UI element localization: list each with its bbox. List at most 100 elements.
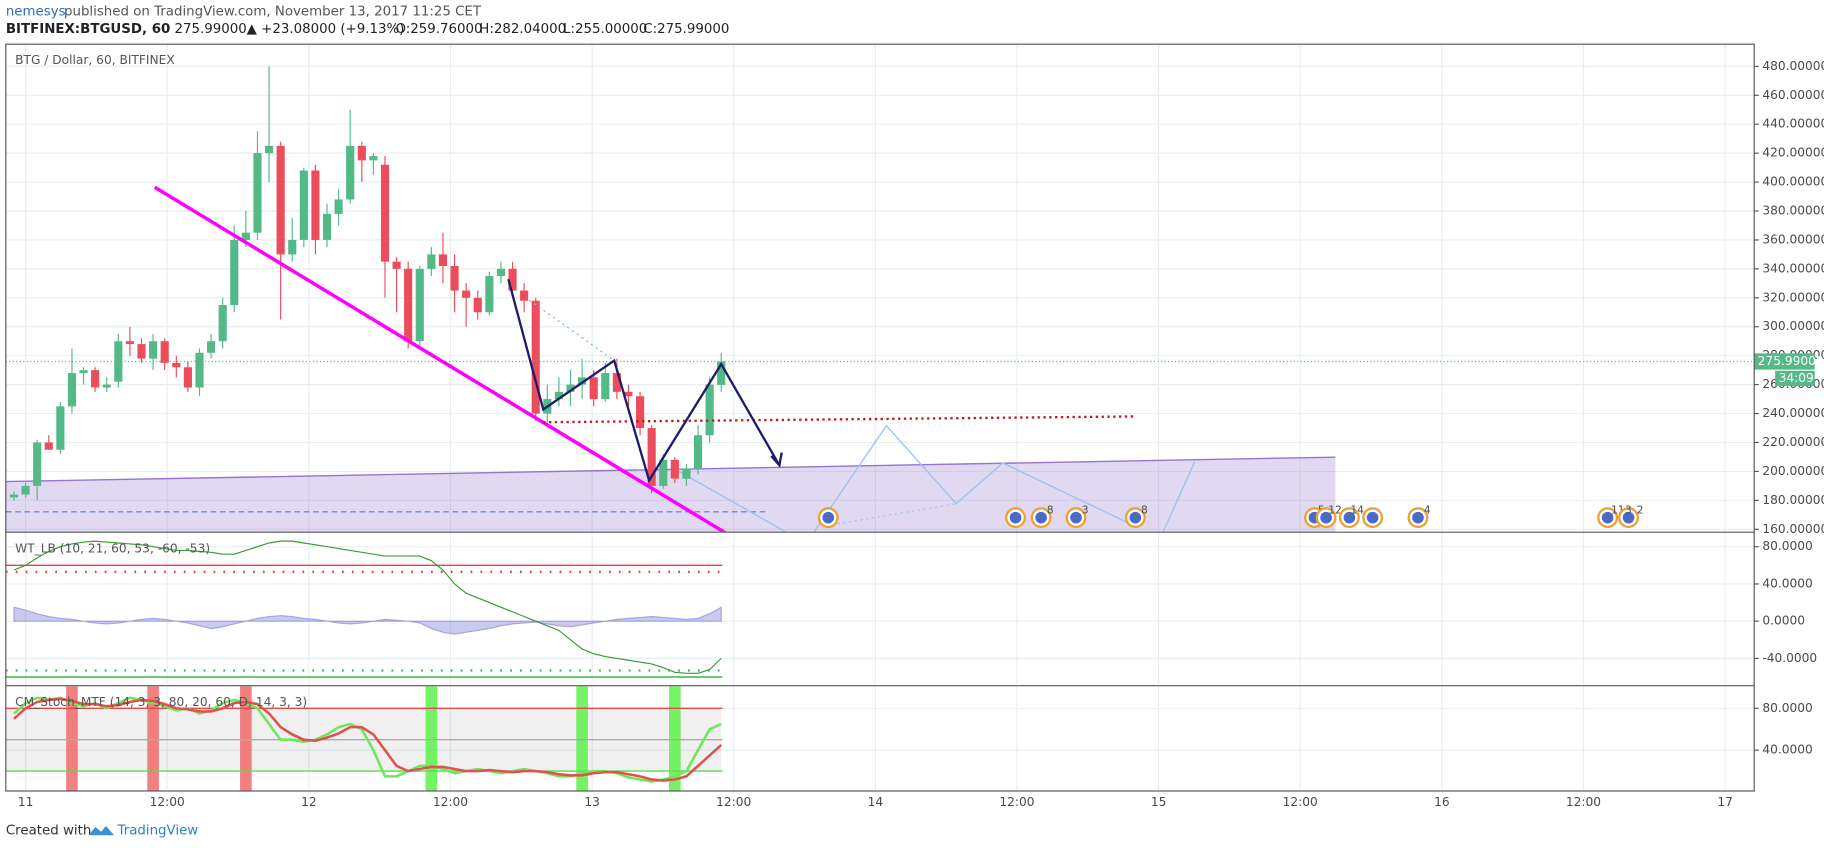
candle-body	[473, 297, 482, 313]
candle-body	[566, 384, 575, 392]
x-tick-label: 16	[1434, 795, 1450, 809]
event-count: 8	[1141, 505, 1148, 517]
candle-body	[183, 367, 192, 388]
event-badge[interactable]	[1618, 507, 1640, 529]
y-tick-label: 240.00000	[1762, 406, 1824, 420]
y-tick-label: 80.0000	[1762, 701, 1812, 715]
author[interactable]: nemesys	[6, 5, 66, 20]
y-tick-label: 0.0000	[1762, 614, 1805, 628]
candle-body	[299, 170, 308, 240]
candle-body	[357, 145, 366, 161]
candle-body	[496, 268, 506, 277]
footer-created: Created with	[6, 824, 91, 839]
price-tag-label: 275.99000	[1758, 354, 1824, 368]
y-tick-label: 220.00000	[1762, 435, 1824, 449]
channel-line	[5, 456, 1336, 483]
candle-body	[601, 373, 610, 400]
x-tick-label: 13	[584, 795, 600, 809]
y-tick-label: 320.00000	[1762, 290, 1824, 304]
candle-body	[438, 254, 448, 266]
signal-bar	[669, 686, 681, 792]
candle-body	[334, 199, 343, 214]
candle-body	[125, 341, 134, 345]
candle-body	[322, 213, 332, 240]
candle-body	[241, 232, 250, 240]
trend-line	[153, 185, 727, 532]
indicator-line	[13, 697, 723, 782]
candle-body	[589, 377, 598, 400]
candle-body	[218, 305, 227, 342]
y-tick-label: -40.0000	[1762, 651, 1817, 665]
signal-bar	[66, 686, 78, 792]
y-tick-label: 300.00000	[1762, 319, 1824, 333]
candle-body	[531, 300, 540, 414]
event-count: 14	[1351, 505, 1365, 517]
candle-body	[149, 341, 158, 359]
candle-body	[56, 406, 65, 450]
event-badge[interactable]	[817, 507, 839, 529]
event-badge[interactable]	[1362, 507, 1384, 529]
candle-body	[91, 370, 100, 388]
event-badge[interactable]	[1030, 507, 1052, 529]
last: 275.99000	[175, 22, 247, 37]
countdown: 34:09	[1779, 371, 1814, 385]
x-tick-label: 15	[1151, 795, 1167, 809]
candle-body	[9, 494, 19, 498]
candle-body	[485, 276, 494, 313]
candle-body	[624, 391, 633, 397]
event-badge[interactable]	[1338, 507, 1360, 529]
pane-title: CM_Stoch_MTF (14, 3, 3, 80, 20, 60, D, 1…	[15, 695, 307, 709]
candle-body	[253, 153, 262, 233]
footer-brand[interactable]: TradingView	[117, 824, 199, 839]
event-count: 3	[1082, 505, 1089, 517]
event-badge[interactable]	[1005, 507, 1026, 529]
projection	[1162, 461, 1196, 532]
candle-body	[404, 268, 413, 342]
y-tick-label: 80.0000	[1762, 539, 1812, 553]
candle-body	[520, 290, 529, 301]
frame	[5, 43, 1755, 792]
projection	[825, 503, 957, 527]
pane	[5, 686, 723, 792]
event-count: 4	[1424, 505, 1431, 517]
candle-body	[311, 170, 320, 240]
pane	[5, 540, 723, 678]
event-count: 2	[1637, 505, 1644, 517]
indicator-line	[13, 540, 722, 674]
y-tick-label: 380.00000	[1762, 204, 1824, 218]
event-badge[interactable]	[1315, 507, 1337, 529]
candle-body	[693, 435, 703, 469]
candle-body	[44, 442, 53, 450]
candle-body	[392, 261, 401, 269]
x-tick-label: 12:00	[150, 795, 185, 809]
y-tick-label: 400.00000	[1762, 175, 1824, 189]
x-tick-label: 12	[301, 795, 317, 809]
symbol: BITFINEX:BTGUSD, 60	[6, 22, 170, 37]
candle-body	[682, 468, 691, 479]
candle-body	[264, 145, 274, 154]
event-count: 8	[1047, 505, 1054, 517]
candle-body	[462, 290, 471, 298]
signal-bar	[147, 686, 159, 792]
candle-body	[415, 268, 424, 342]
x-tick-label: 11	[18, 795, 34, 809]
candle-body	[427, 254, 436, 269]
event-count: 12	[1328, 505, 1341, 517]
event-badge[interactable]	[1597, 507, 1619, 529]
candle-body	[450, 265, 459, 291]
candle-body	[21, 485, 30, 495]
y-tick-label: 160.00000	[1762, 522, 1824, 536]
events: 8 3 8 5 12 14 4 11 3 2	[817, 505, 1644, 529]
signal-bar	[240, 686, 252, 792]
candle-body	[635, 396, 645, 429]
footer-logo[interactable]	[88, 825, 115, 836]
event-badge[interactable]	[1065, 507, 1087, 529]
published: published on TradingView.com, November 1…	[64, 5, 482, 20]
event-badge[interactable]	[1407, 507, 1429, 529]
candle-body	[369, 156, 378, 161]
event-badge[interactable]	[1124, 507, 1146, 529]
candle-body	[612, 373, 621, 392]
pane-title: BTG / Dollar, 60, BITFINEX	[15, 53, 175, 67]
candle-body	[717, 361, 726, 385]
